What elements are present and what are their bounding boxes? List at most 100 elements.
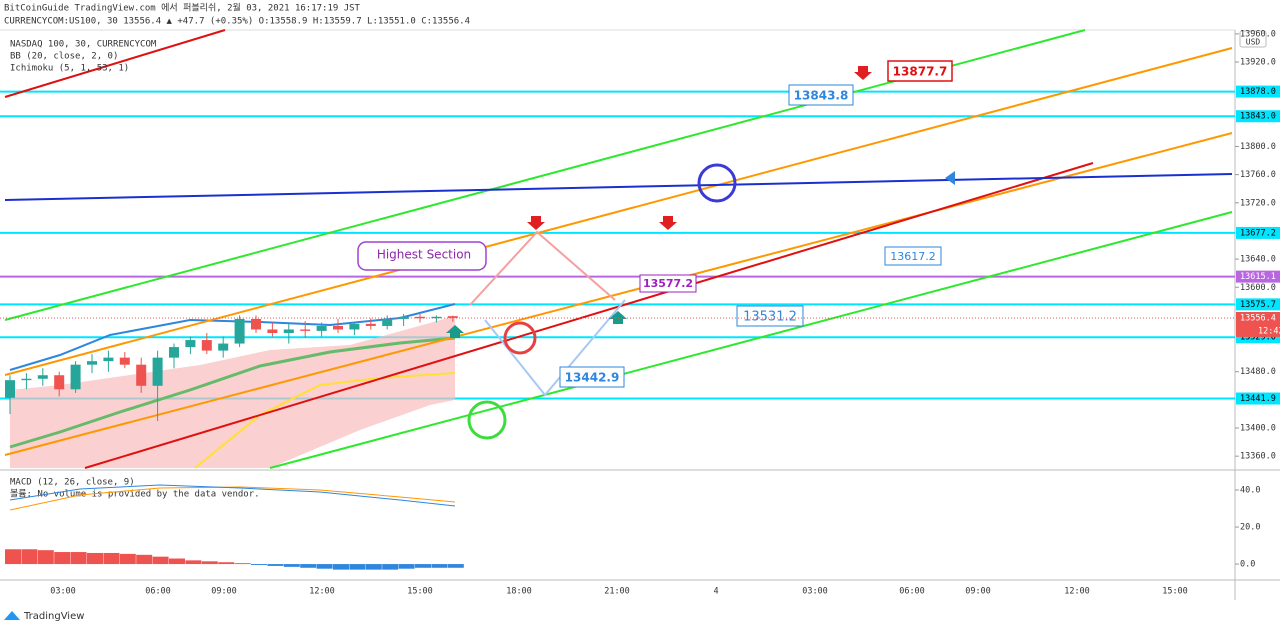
histogram-bar — [136, 554, 153, 565]
logo — [4, 611, 20, 620]
y-tick-label: 13640.0 — [1240, 255, 1276, 265]
trend-line — [4, 173, 1233, 201]
smiley-icon — [697, 163, 737, 203]
y-tick-label: 20.0 — [1240, 523, 1260, 533]
candle-body — [333, 325, 343, 330]
candle-body — [218, 343, 229, 351]
candle-body — [152, 357, 163, 386]
legend-item: Ichimoku (5, 1, 53, 1) — [10, 64, 129, 74]
legend-item: NASDAQ 100, 30, CURRENCYCOM — [10, 40, 157, 50]
trend-line — [4, 132, 1233, 456]
histogram-bar — [431, 564, 448, 568]
countdown: 12:42 — [1258, 326, 1280, 336]
candle-body — [54, 375, 65, 390]
candle-body — [349, 323, 360, 330]
histogram-bar — [415, 564, 431, 568]
annotation-box — [788, 84, 854, 106]
smiley-icon — [467, 400, 507, 440]
histogram-bar — [333, 564, 349, 570]
histogram-bar — [300, 564, 317, 568]
candle-body — [251, 318, 261, 330]
y-tick-label: 13920.0 — [1240, 58, 1276, 68]
x-tick-label: 15:00 — [1162, 587, 1188, 597]
candle-body — [119, 357, 130, 365]
annotation: 13577.2 — [643, 277, 693, 290]
level-tag — [1236, 298, 1280, 311]
candle-body — [382, 318, 393, 326]
histogram-bar — [365, 564, 382, 570]
histogram-bar — [185, 560, 202, 565]
level-tag — [1236, 226, 1280, 239]
y-tick-label: 13800.0 — [1240, 142, 1276, 152]
candle-body — [234, 318, 245, 344]
histogram-bar — [5, 549, 21, 565]
candle-body — [267, 329, 278, 334]
brand: TradingView — [23, 611, 84, 622]
arrow-icon — [527, 216, 545, 230]
arrow-icon — [446, 325, 464, 338]
y-tick-label: 0.0 — [1240, 560, 1255, 570]
y-tick-label: 13480.0 — [1240, 367, 1276, 377]
symbol-line: CURRENCYCOM:US100, 30 13556.4 ▲ +47.7 (+… — [4, 17, 470, 27]
histogram-bar — [103, 552, 120, 565]
histogram-bar — [152, 556, 169, 565]
annotation: 13877.7 — [893, 65, 948, 79]
x-tick-label: 15:00 — [407, 587, 433, 597]
candle-body — [201, 340, 212, 351]
level-label: 13843.0 — [1240, 112, 1276, 122]
histogram-bar — [21, 549, 38, 565]
arrow-icon — [659, 216, 677, 230]
x-tick-label: 4 — [713, 587, 718, 597]
header-line: BitCoinGuide TradingView.com 에서 퍼블리쉬, 2월… — [4, 2, 361, 14]
candle-body — [283, 329, 294, 334]
candle-body — [300, 329, 311, 331]
histogram-bar — [169, 558, 185, 565]
candle-body — [365, 323, 376, 326]
histogram-bar — [447, 564, 464, 568]
candle-body — [103, 357, 114, 362]
annotation: Highest Section — [377, 248, 471, 262]
neutral-icon — [503, 321, 537, 355]
currency-box — [1239, 30, 1267, 48]
annotation: 13843.8 — [794, 89, 849, 103]
ma-line — [9, 336, 456, 449]
ichimoku-cloud — [10, 316, 455, 468]
level-tag — [1236, 85, 1280, 98]
level-tag — [1236, 270, 1280, 283]
candle-body — [431, 316, 442, 319]
x-tick-label: 03:00 — [802, 587, 828, 597]
histogram-bar — [398, 564, 415, 569]
currency: USD — [1246, 38, 1261, 47]
volume-note: 볼륨: No volume is provided by the data ve… — [10, 489, 260, 500]
y-tick-label: 13600.0 — [1240, 283, 1276, 293]
arrow-icon — [945, 171, 955, 185]
histogram-bar — [234, 563, 251, 565]
level-label: 13878.0 — [1240, 87, 1276, 97]
last-price-tag — [1236, 311, 1280, 337]
histogram-bar — [316, 564, 333, 569]
y-tick-label: 13960.0 — [1240, 29, 1276, 39]
histogram-bar — [201, 561, 218, 565]
level-label: 13615.1 — [1240, 272, 1276, 282]
trend-line — [4, 47, 1233, 376]
x-tick-label: 12:00 — [309, 587, 335, 597]
x-tick-label: 06:00 — [899, 587, 925, 597]
macd-line — [9, 484, 456, 507]
annotation-box — [559, 366, 625, 388]
arrow-icon — [854, 66, 872, 80]
candle-body — [447, 316, 458, 318]
histogram-bar — [119, 553, 136, 565]
candle-body — [87, 361, 97, 365]
projection — [484, 299, 626, 397]
x-tick-label: 09:00 — [211, 587, 237, 597]
level-tag — [1236, 392, 1280, 405]
candle-body — [169, 347, 179, 358]
histogram-bar — [37, 550, 54, 565]
x-tick-label: 12:00 — [1064, 587, 1090, 597]
level-label: 13677.2 — [1240, 228, 1276, 238]
histogram-bar — [87, 552, 103, 565]
annotation-box — [884, 246, 942, 266]
candle-body — [316, 325, 327, 331]
x-tick-label: 21:00 — [604, 587, 630, 597]
